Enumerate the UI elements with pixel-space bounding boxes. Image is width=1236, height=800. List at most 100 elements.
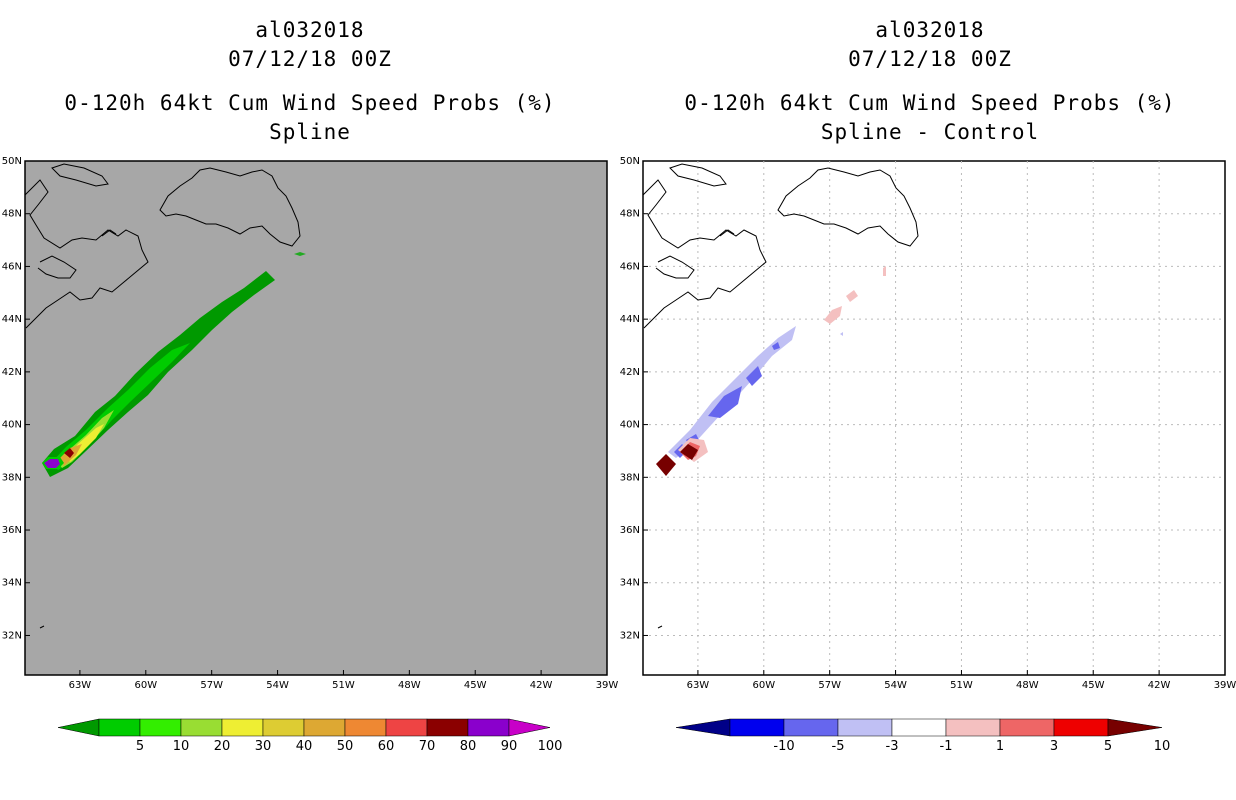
right-storm-id: al032018	[875, 18, 985, 42]
probability-swath	[42, 252, 306, 477]
right-datetime: 07/12/18 00Z	[848, 47, 1012, 71]
colorbar-segment	[98, 718, 141, 737]
lon-label: 42W	[530, 680, 553, 691]
colorbar-segment	[180, 718, 223, 737]
colorbar-segment	[467, 718, 510, 737]
lon-label: 51W	[950, 680, 973, 691]
left-coastlines	[24, 163, 301, 629]
lat-label: 38N	[2, 472, 22, 483]
lat-label: 40N	[2, 420, 22, 431]
lat-label: 44N	[2, 314, 22, 325]
difference-swath	[656, 266, 886, 476]
lon-label: 48W	[398, 680, 421, 691]
lon-label: 60W	[752, 680, 775, 691]
colorbar-label: 90	[501, 739, 518, 754]
right-map-frame	[642, 160, 1226, 676]
colorbar-segment	[426, 718, 469, 737]
colorbar-label: 40	[296, 739, 313, 754]
lat-label: 36N	[620, 525, 640, 536]
colorbar-label: -10	[773, 739, 794, 754]
lon-label: 57W	[200, 680, 223, 691]
right-subtitle: Spline - Control	[820, 120, 1040, 144]
colorbar-segment	[837, 718, 893, 737]
colorbar-label: -3	[886, 739, 899, 754]
lon-label: 39W	[596, 680, 619, 691]
colorbar-segment	[783, 718, 839, 737]
lat-label: 46N	[620, 261, 640, 272]
colorbar-high-arrow	[1107, 718, 1163, 737]
lat-label: 40N	[620, 420, 640, 431]
colorbar-segment	[221, 718, 264, 737]
colorbar-low-arrow	[675, 718, 731, 737]
left-datetime: 07/12/18 00Z	[228, 47, 392, 71]
colorbar-label: 30	[255, 739, 272, 754]
colorbar-label: 80	[460, 739, 477, 754]
lat-label: 44N	[620, 314, 640, 325]
colorbar-label: 50	[337, 739, 354, 754]
colorbar-label: 5	[1104, 739, 1112, 754]
colorbar-segment	[891, 718, 947, 737]
colorbar-label: 70	[419, 739, 436, 754]
lon-label: 54W	[266, 680, 289, 691]
lat-label: 42N	[620, 367, 640, 378]
left-map-frame	[24, 160, 608, 676]
colorbar-label: 60	[378, 739, 395, 754]
lon-label: 54W	[884, 680, 907, 691]
colorbar-label: 3	[1050, 739, 1058, 754]
lon-label: 48W	[1016, 680, 1039, 691]
colorbar-segment	[729, 718, 785, 737]
colorbar-label: 1	[996, 739, 1004, 754]
lat-label: 32N	[2, 630, 22, 641]
colorbar-segment	[1053, 718, 1109, 737]
lon-label: 60W	[134, 680, 157, 691]
lat-label: 50N	[2, 156, 22, 167]
colorbar-high-arrow	[508, 718, 551, 737]
lat-label: 34N	[620, 578, 640, 589]
lon-label: 45W	[1082, 680, 1105, 691]
colorbar-segment	[344, 718, 387, 737]
colorbar-segment	[385, 718, 428, 737]
left-map-panel: 63W 60W 57W 54W 51W 48W 45W 42W 39W 32N 34N 36N 38N 4…	[2, 156, 619, 691]
lon-label: 63W	[69, 680, 92, 691]
colorbar-label: 100	[538, 739, 563, 754]
lon-label: 63W	[687, 680, 710, 691]
lon-label: 45W	[464, 680, 487, 691]
lon-label: 51W	[332, 680, 355, 691]
lat-label: 32N	[620, 630, 640, 641]
colorbar-segment	[999, 718, 1055, 737]
colorbar-label: 10	[173, 739, 190, 754]
right-coastlines	[642, 163, 919, 629]
left-colorbar: 5 10 20 30 40 50 60 70 80 90 100	[57, 718, 563, 754]
left-storm-id: al032018	[255, 18, 365, 42]
lat-label: 36N	[2, 525, 22, 536]
lat-label: 34N	[2, 578, 22, 589]
colorbar-segment	[303, 718, 346, 737]
lat-label: 48N	[2, 209, 22, 220]
lat-label: 50N	[620, 156, 640, 167]
lon-label: 42W	[1148, 680, 1171, 691]
lat-label: 42N	[2, 367, 22, 378]
right-title-block: al032018 07/12/18 00Z 0-120h 64kt Cum Wi…	[640, 16, 1220, 147]
colorbar-label: 5	[136, 739, 144, 754]
right-map-panel: 63W 60W 57W 54W 51W 48W 45W 42W 39W 32N 34N 36N 38N 4…	[620, 156, 1236, 691]
colorbar-label: 10	[1154, 739, 1171, 754]
right-colorbar: -10 -5 -3 -1 1 3 5 10	[675, 718, 1171, 754]
lat-label: 48N	[620, 209, 640, 220]
lat-label: 46N	[2, 261, 22, 272]
lon-label: 39W	[1214, 680, 1236, 691]
colorbar-label: 20	[214, 739, 231, 754]
colorbar-segment	[945, 718, 1001, 737]
lon-label: 57W	[818, 680, 841, 691]
right-product: 0-120h 64kt Cum Wind Speed Probs (%)	[684, 91, 1176, 115]
colorbar-label: -5	[832, 739, 845, 754]
left-subtitle: Spline	[269, 120, 351, 144]
colorbar-segment	[139, 718, 182, 737]
colorbar-low-arrow	[57, 718, 100, 737]
lat-label: 38N	[620, 472, 640, 483]
left-title-block: al032018 07/12/18 00Z 0-120h 64kt Cum Wi…	[20, 16, 600, 147]
colorbar-segment	[262, 718, 305, 737]
colorbar-label: -1	[940, 739, 953, 754]
left-product: 0-120h 64kt Cum Wind Speed Probs (%)	[64, 91, 556, 115]
right-gridlines	[643, 161, 1225, 675]
